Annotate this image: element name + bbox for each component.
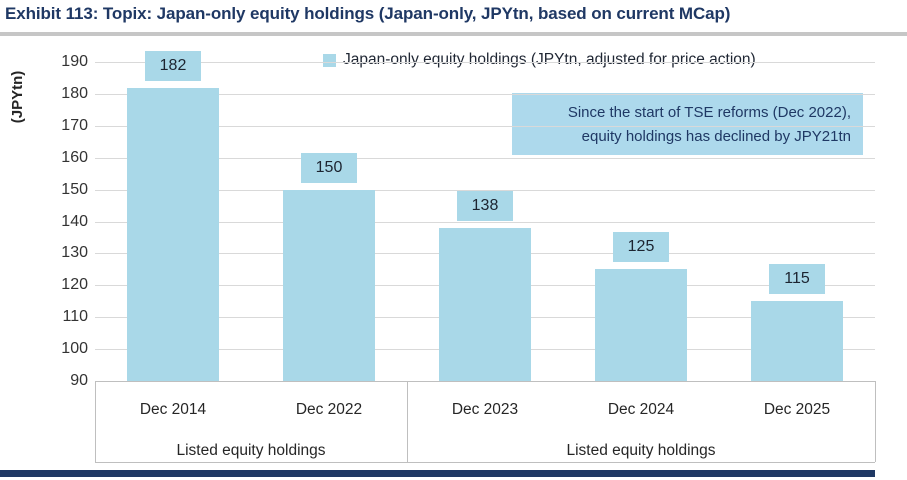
x-category-label: Dec 2014 [139,401,207,418]
x-group-label: Listed equity holdings [566,442,716,459]
y-tick-label: 100 [61,340,88,358]
bar-value-label: 115 [769,264,825,295]
gridline [95,157,875,159]
bar [595,269,687,381]
legend-label: Japan-only equity holdings (JPYtn, adjus… [343,51,756,68]
x-category-label: Dec 2023 [451,401,519,418]
annotation-line-1: Since the start of TSE reforms (Dec 2022… [567,104,851,121]
y-tick-label: 140 [61,212,88,230]
y-tick-label: 130 [61,244,88,262]
x-category-label: Dec 2024 [607,401,675,418]
x-group-label: Listed equity holdings [176,442,326,459]
category-table-bottom-border [95,462,875,463]
y-tick-label: 90 [70,372,88,389]
y-tick-label: 150 [61,180,88,198]
y-tick-label: 190 [61,53,88,70]
gridline [95,189,875,191]
y-tick-label: 160 [61,148,88,166]
footer-rule [0,470,875,477]
annotation-box: Since the start of TSE reforms (Dec 2022… [512,93,863,155]
y-tick-label: 170 [61,116,88,134]
category-group-divider [407,381,408,462]
bar-value-label: 138 [457,190,513,221]
y-tick-label: 180 [61,84,88,102]
legend-swatch-icon [323,53,336,67]
gridline [95,62,875,63]
x-category-label: Dec 2022 [295,401,363,418]
bar-value-label: 182 [145,50,201,81]
exhibit-title: Exhibit 113: Topix: Japan-only equity ho… [5,4,731,23]
bar [751,301,843,382]
title-underline-rule [0,32,907,36]
annotation-line-2: equity holdings has declined by JPY21tn [581,128,851,145]
legend: Japan-only equity holdings (JPYtn, adjus… [323,51,756,69]
gridline [95,125,875,127]
bar [127,87,219,381]
bar [283,189,375,381]
category-table-left-border [95,381,96,462]
x-axis-baseline [95,381,875,382]
category-table-right-border [875,381,876,462]
x-category-label: Dec 2025 [763,401,831,418]
y-axis-title: (JPYtn) [9,70,26,124]
bar-value-label: 150 [301,152,357,183]
gridline [95,93,875,95]
y-tick-label: 120 [61,276,88,294]
gridline [95,221,875,223]
bar [439,227,531,381]
bar-value-label: 125 [613,232,669,263]
y-tick-label: 110 [62,308,88,326]
